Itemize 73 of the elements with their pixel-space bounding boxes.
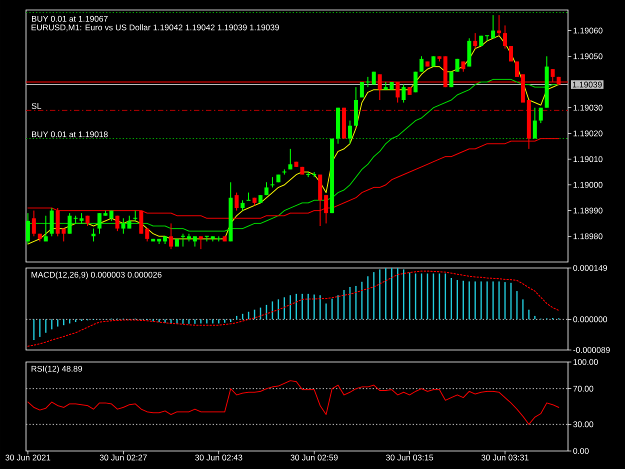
candlestick	[139, 210, 144, 234]
candlestick	[26, 212, 30, 244]
candlestick	[402, 84, 406, 104]
candlestick	[80, 212, 84, 224]
x-tick-label: 30 Jun 03:15	[386, 454, 434, 460]
candlestick	[62, 228, 66, 242]
x-tick-label: 30 Jun 02:27	[100, 454, 147, 460]
candlestick	[109, 210, 114, 222]
candlestick	[372, 71, 376, 86]
y-tick-label: 100.00	[574, 359, 598, 365]
y-tick-label: 1.19020	[574, 130, 602, 136]
y-tick-label: 1.18980	[574, 233, 602, 240]
candlestick	[73, 215, 78, 224]
candlestick	[414, 71, 418, 93]
text: EURUSD,M1: Euro vs US Dollar 1.19042 1.19042 1.19039 1.19039	[32, 24, 279, 32]
x-tick-label: 30 Jun 2021	[5, 454, 50, 460]
y-tick-label: 1.19000	[574, 182, 602, 188]
y-tick-label: 30.00	[573, 421, 594, 428]
candlestick	[32, 210, 36, 237]
candlestick	[132, 210, 138, 222]
chart-title: RSI(12) 48.89	[32, 366, 82, 374]
candlestick	[348, 120, 352, 144]
y-tick-label: 70.00	[573, 386, 594, 392]
candlestick	[169, 222, 174, 250]
candlestick	[484, 35, 490, 42]
candlestick	[97, 212, 102, 234]
candlestick	[115, 215, 120, 232]
candlestick	[503, 24, 508, 50]
candlestick	[538, 107, 543, 124]
y-tick-label: 0.000149	[573, 265, 608, 271]
candlestick	[92, 228, 96, 242]
candlestick	[420, 56, 424, 72]
y-tick-label: 1.19060	[574, 28, 602, 34]
candlestick	[514, 60, 519, 78]
candlestick	[121, 218, 126, 234]
candlestick	[288, 148, 292, 170]
y-tick-label: 1.19030	[574, 104, 602, 111]
candlestick	[127, 215, 132, 230]
candlestick	[324, 194, 328, 224]
candlestick	[145, 228, 150, 242]
x-tick-label: 30 Jun 02:59	[290, 454, 338, 460]
candlestick	[68, 212, 72, 234]
y-tick-label: 0.00	[573, 448, 589, 454]
candlestick	[497, 14, 502, 36]
candlestick	[180, 233, 186, 248]
candlestick	[56, 208, 60, 237]
candlestick	[246, 192, 252, 201]
y-tick-label: 1.19050	[574, 53, 602, 60]
chart-title: MACD(12,26,9) 0.000003 0.000026	[32, 272, 162, 280]
x-tick-label: 30 Jun 02:43	[195, 454, 242, 460]
candlestick	[360, 82, 364, 98]
candlestick	[473, 32, 478, 50]
x-tick-label: 30 Jun 03:31	[481, 454, 528, 460]
candlestick	[198, 236, 203, 250]
candlestick	[234, 192, 239, 212]
candlestick	[449, 71, 454, 88]
candlestick	[491, 14, 496, 39]
y-tick-label: 1.19010	[574, 156, 602, 162]
y-tick-label: 0.000000	[573, 316, 608, 322]
candlestick	[240, 200, 245, 212]
candlestick	[50, 208, 54, 237]
candlestick	[264, 182, 268, 196]
ref-line-label: SL	[32, 103, 42, 109]
y-tick-label: -0.000089	[573, 347, 610, 353]
ref-line-label: BUY 0.01 at 1.19018	[32, 131, 108, 138]
candlestick	[86, 215, 90, 226]
candlestick	[365, 76, 370, 88]
candlestick	[532, 107, 537, 140]
ref-line-label: BUY 0.01 at 1.19067	[32, 16, 108, 22]
candlestick	[44, 215, 48, 242]
candlestick	[270, 176, 275, 188]
ref-line-label: 1.19039	[572, 82, 602, 88]
y-tick-label: 1.18990	[574, 208, 602, 214]
